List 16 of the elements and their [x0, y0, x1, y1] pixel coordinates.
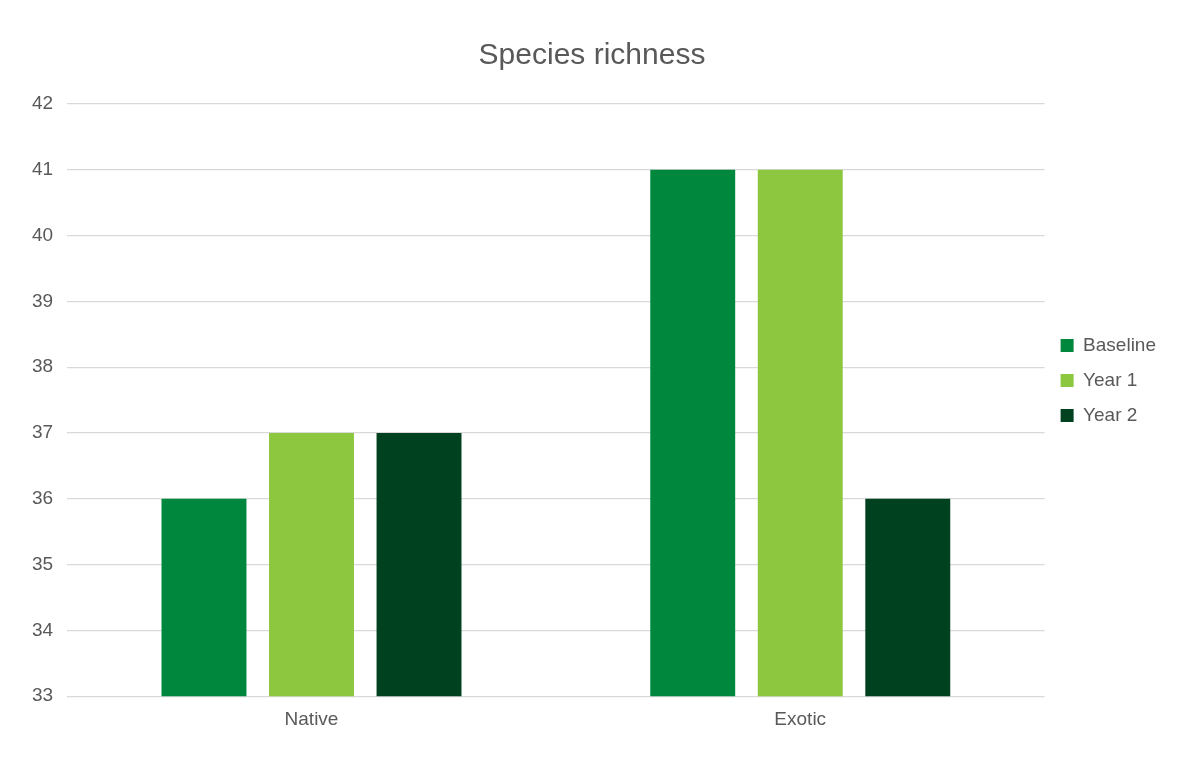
- x-tick-label: Exotic: [774, 707, 827, 729]
- y-tick-label: 37: [31, 421, 54, 443]
- y-tick-label: 38: [31, 355, 54, 377]
- chart-title: Species richness: [478, 37, 706, 71]
- y-tick-label: 39: [31, 289, 54, 311]
- y-tick-label: 36: [31, 487, 54, 509]
- y-tick-label: 40: [31, 223, 54, 245]
- x-tick-label: Native: [284, 707, 339, 729]
- y-tick-label: 34: [31, 618, 54, 640]
- y-tick-label: 42: [31, 92, 54, 114]
- y-tick-label: 35: [31, 552, 54, 574]
- legend-label: Baseline: [1083, 333, 1157, 355]
- legend-label: Year 2: [1083, 403, 1138, 425]
- legend-label: Year 1: [1083, 368, 1138, 390]
- y-tick-label: 33: [31, 684, 54, 706]
- y-tick-label: 41: [31, 158, 54, 180]
